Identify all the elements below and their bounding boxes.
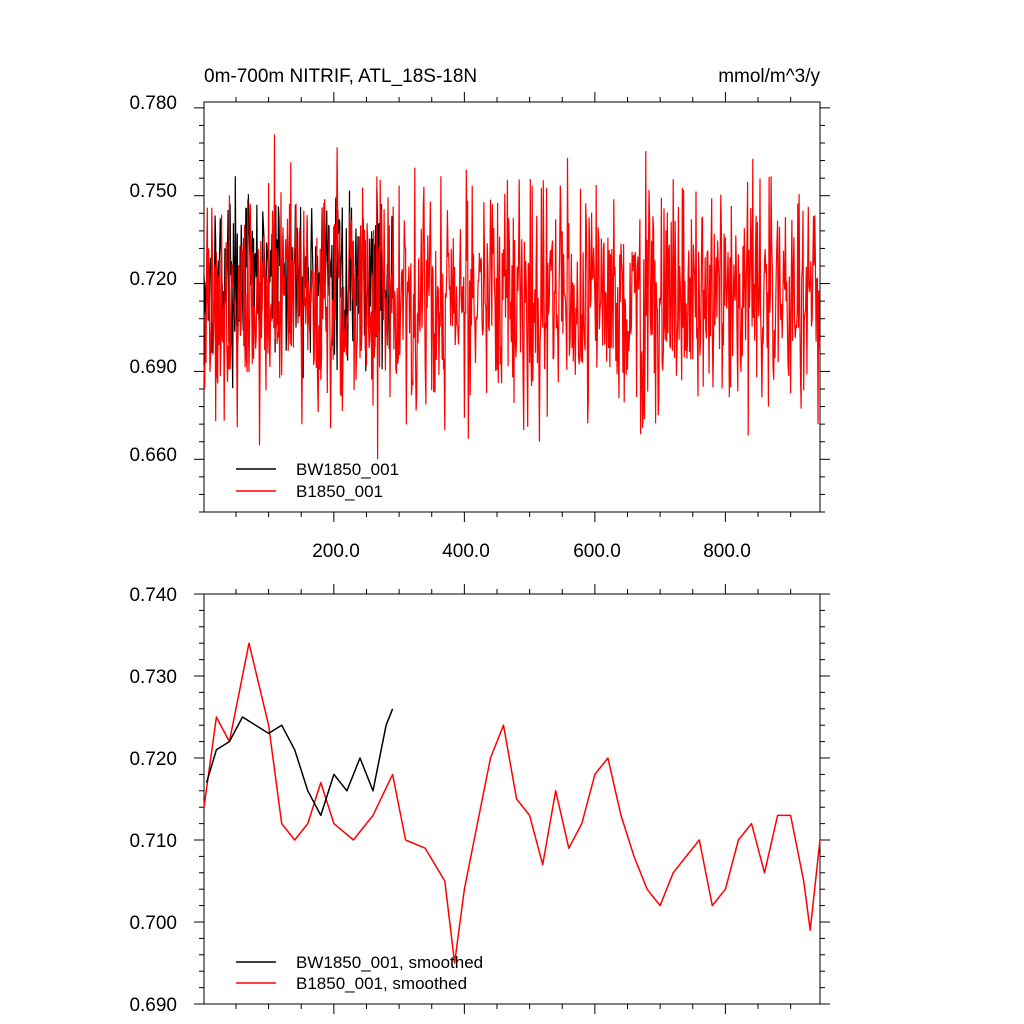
y-tick-label: 0.710	[129, 831, 177, 852]
chart-title: 0m-700m NITRIF, ATL_18S-18N	[204, 66, 477, 87]
y-tick-label: 0.730	[129, 667, 177, 688]
legend-label: BW1850_001	[296, 460, 399, 479]
y-tick-label: 0.690	[129, 995, 177, 1016]
bottom-panel-ticks	[194, 584, 830, 1014]
y-tick-label: 0.690	[129, 357, 177, 378]
legend-label: B1850_001	[296, 482, 383, 501]
top-panel-ticks	[194, 92, 830, 522]
bottom-panel-frame	[203, 593, 821, 1005]
top-panel: 0.780 0.750 0.720 0.690 0.660 200.0 400.…	[129, 92, 830, 562]
top-panel-series	[203, 134, 821, 460]
x-tick-label: 600.0	[573, 541, 621, 562]
series-line	[205, 708, 394, 817]
series-line	[203, 642, 821, 964]
x-tick-label: 200.0	[312, 541, 360, 562]
series-line	[203, 134, 821, 460]
x-tick-label: 400.0	[442, 541, 490, 562]
legend-label: BW1850_001, smoothed	[296, 953, 483, 972]
y-tick-label: 0.720	[129, 269, 177, 290]
bottom-panel: 0.740 0.730 0.720 0.710 0.700 0.690 BW18…	[129, 584, 830, 1016]
y-tick-label: 0.660	[129, 445, 177, 466]
top-panel-frame	[203, 101, 821, 513]
units-label: mmol/m^3/y	[718, 66, 820, 87]
y-tick-label: 0.720	[129, 749, 177, 770]
x-tick-label: 800.0	[703, 541, 751, 562]
bottom-panel-series	[203, 642, 821, 964]
legend-label: B1850_001, smoothed	[296, 974, 467, 993]
y-tick-label: 0.740	[129, 585, 177, 606]
y-tick-label: 0.700	[129, 913, 177, 934]
y-tick-label: 0.780	[129, 93, 177, 114]
y-tick-label: 0.750	[129, 181, 177, 202]
